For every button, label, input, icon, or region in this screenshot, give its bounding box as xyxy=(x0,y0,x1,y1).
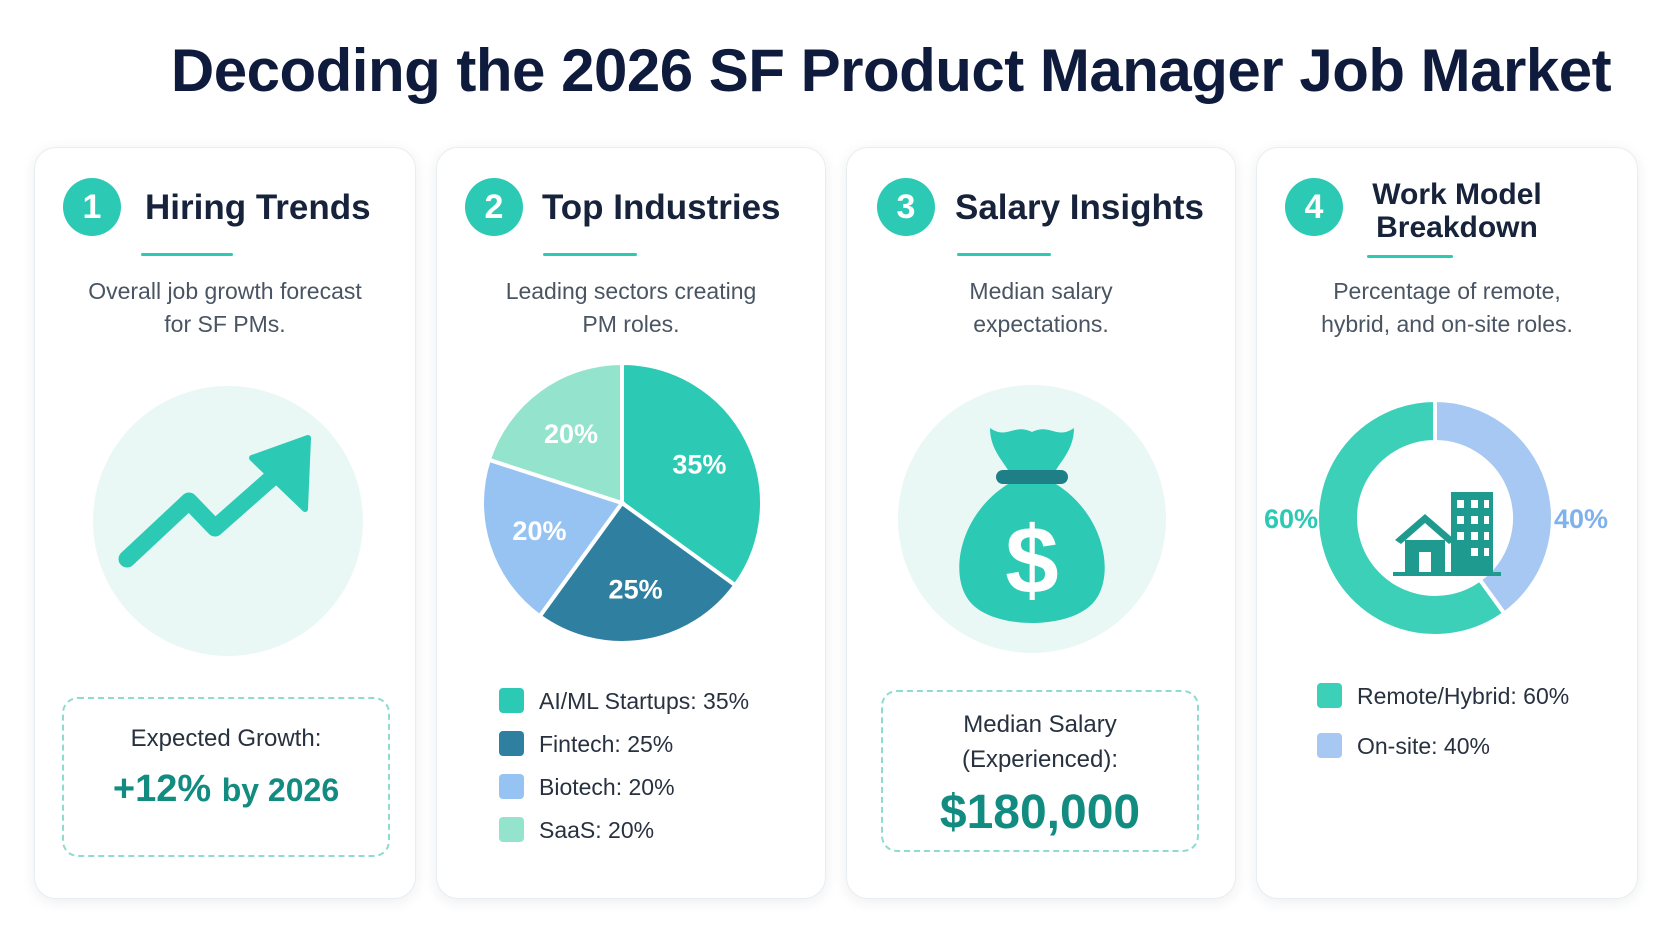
work-model-legend: Remote/Hybrid: 60% On-site: 40% xyxy=(1317,681,1617,781)
legend-label: SaaS: 20% xyxy=(539,817,655,843)
median-salary-box: Median Salary (Experienced): $180,000 xyxy=(881,690,1199,852)
donut-segment-remote-hybrid xyxy=(1315,397,1508,638)
hiring-trends-card: 1 Hiring Trends Overall job growth forec… xyxy=(34,147,416,899)
trending-up-arrow-icon xyxy=(118,435,311,568)
card-description: Overall job growth forecast for SF PMs. xyxy=(88,278,362,337)
legend-swatch xyxy=(499,774,524,799)
pie-data-label: 35% xyxy=(672,450,726,480)
pie-data-label: 25% xyxy=(609,575,663,605)
pie-slice-fintech xyxy=(536,500,739,645)
work-model-donut-chart: 60% 40% xyxy=(1264,397,1608,638)
house-and-building-icon xyxy=(1393,492,1501,576)
pie-data-label: 20% xyxy=(544,419,598,449)
donut-segment-on-site xyxy=(1433,397,1555,617)
donut-data-label: 40% xyxy=(1554,504,1608,534)
legend-label: Fintech: 25% xyxy=(539,731,674,757)
step-number-badge: 3 xyxy=(877,178,935,236)
step-number-badge: 1 xyxy=(63,178,121,236)
legend-label: On-site: 40% xyxy=(1357,733,1490,759)
title-underline xyxy=(1367,255,1453,258)
stat-label: Expected Growth: xyxy=(130,725,322,752)
industry-pie-chart: 35% 25% 20% 20% xyxy=(480,360,764,645)
legend-swatch xyxy=(499,688,524,713)
legend-label: AI/ML Startups: 35% xyxy=(539,688,750,714)
card-description: Percentage of remote, hybrid, and on-sit… xyxy=(1321,278,1573,337)
donut-data-label: 60% xyxy=(1264,504,1318,534)
card-title: Salary Insights xyxy=(955,188,1204,227)
legend-swatch xyxy=(499,731,524,756)
card-description: Leading sectors creating PM roles. xyxy=(505,278,757,337)
legend-label: Remote/Hybrid: 60% xyxy=(1357,683,1570,709)
stat-label: Median Salary (Experienced): xyxy=(961,711,1119,773)
growth-year: by 2026 xyxy=(221,772,340,808)
legend-swatch xyxy=(1317,733,1342,758)
card-title: Work Model Breakdown xyxy=(1372,178,1542,244)
title-underline xyxy=(957,253,1051,256)
legend-label: Biotech: 20% xyxy=(539,774,675,800)
industry-legend: AI/ML Startups: 35% Fintech: 25% Biotech: … xyxy=(499,686,799,866)
money-bag-icon: $ xyxy=(959,428,1105,623)
salary-insights-card: 3 Salary Insights Median salary expectat… xyxy=(846,147,1236,899)
legend-swatch xyxy=(499,817,524,842)
expected-growth-box: Expected Growth: +12% by 2026 xyxy=(62,697,390,857)
pie-slice-biotech xyxy=(480,457,626,620)
pie-data-label: 20% xyxy=(512,516,566,546)
svg-text:$: $ xyxy=(1005,507,1058,614)
title-underline xyxy=(543,253,637,256)
work-model-card: 4 Work Model Breakdown Percentage of rem… xyxy=(1256,147,1638,899)
step-number-badge: 4 xyxy=(1285,178,1343,236)
card-description: Median salary expectations. xyxy=(969,278,1113,337)
card-title: Top Industries xyxy=(542,188,781,227)
card-title: Hiring Trends xyxy=(145,188,371,227)
pie-slice-ai-ml-startups xyxy=(620,360,764,589)
stat-value: +12% by 2026 xyxy=(64,768,388,811)
page-title: Decoding the 2026 SF Product Manager Job… xyxy=(170,37,1612,104)
growth-percent: +12% xyxy=(112,768,212,810)
pie-slice-saas xyxy=(486,360,624,506)
title-underline xyxy=(141,253,233,256)
step-number-badge: 2 xyxy=(465,178,523,236)
legend-swatch xyxy=(1317,683,1342,708)
top-industries-card: 2 Top Industries Leading sectors creatin… xyxy=(436,147,826,899)
stat-value: $180,000 xyxy=(939,786,1141,839)
